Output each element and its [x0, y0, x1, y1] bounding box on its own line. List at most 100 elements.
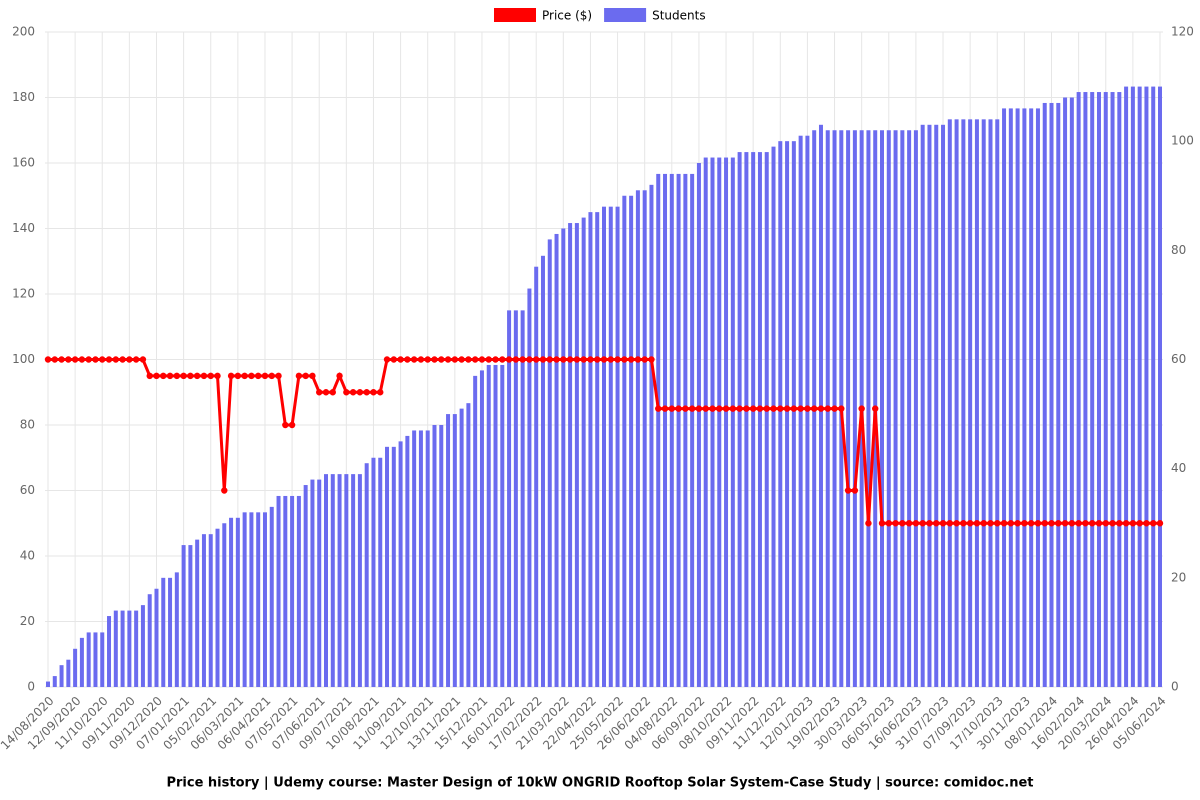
bar [188, 545, 193, 687]
point [438, 356, 445, 363]
bar [242, 512, 247, 687]
bar [59, 665, 64, 687]
point [478, 356, 486, 363]
chart-title: Price history | Udemy course: Master Des… [166, 776, 1033, 791]
point [810, 405, 818, 412]
point [865, 520, 872, 527]
bar [52, 676, 57, 687]
point [648, 356, 655, 363]
bar [398, 441, 403, 687]
point [126, 356, 133, 363]
point [661, 405, 669, 412]
point [627, 356, 635, 363]
bar [493, 364, 498, 687]
point [132, 356, 140, 363]
point [912, 520, 920, 527]
bar [1158, 86, 1162, 688]
point [1068, 520, 1076, 527]
bar [222, 523, 227, 687]
point [105, 356, 113, 363]
point [356, 389, 364, 396]
bar [412, 430, 417, 687]
point [716, 405, 723, 412]
point [526, 356, 533, 363]
bar [269, 506, 274, 687]
point [78, 356, 86, 363]
point [580, 356, 587, 363]
point [939, 520, 947, 527]
point [980, 520, 987, 527]
point [844, 487, 852, 494]
point [241, 372, 248, 380]
point [431, 356, 438, 363]
point [729, 405, 737, 412]
point [1150, 520, 1157, 527]
point [994, 520, 1001, 527]
point [695, 405, 703, 412]
bar [500, 364, 505, 687]
point [987, 520, 994, 527]
point [288, 421, 296, 429]
point [783, 405, 791, 412]
bar [1090, 92, 1095, 687]
bar [134, 610, 139, 687]
point [349, 389, 357, 396]
point [214, 372, 221, 380]
bar [215, 528, 220, 687]
point [1034, 520, 1042, 527]
point [607, 356, 614, 363]
bar [608, 206, 613, 687]
point [112, 356, 120, 363]
legend-label: Students [652, 9, 706, 23]
point [532, 356, 540, 363]
bar [981, 119, 986, 688]
bar [527, 288, 532, 687]
bar [1008, 108, 1013, 687]
bar [425, 430, 430, 687]
bar [229, 517, 234, 687]
bar [473, 375, 478, 687]
point [316, 389, 323, 396]
point [173, 372, 181, 380]
point [207, 372, 214, 380]
point [885, 520, 892, 527]
point [838, 405, 845, 412]
bar [1103, 92, 1108, 687]
bar [174, 572, 179, 687]
point [539, 356, 547, 363]
bar [310, 479, 315, 687]
point [505, 356, 513, 363]
bar [262, 512, 267, 687]
point [1116, 520, 1123, 527]
point [933, 520, 940, 527]
point [390, 356, 398, 363]
point [187, 372, 194, 380]
bar [140, 605, 145, 687]
point [275, 372, 282, 380]
bar [615, 206, 620, 687]
point [878, 520, 886, 527]
point [587, 356, 594, 363]
bar [432, 425, 437, 687]
bar [602, 206, 606, 687]
point [655, 405, 662, 412]
point [58, 356, 65, 363]
bar [737, 152, 742, 688]
bar [913, 130, 918, 687]
point [85, 356, 92, 363]
point [1109, 520, 1116, 527]
point [370, 389, 377, 396]
point [227, 372, 235, 380]
bar [635, 190, 640, 687]
bar [791, 141, 796, 687]
point [722, 405, 730, 412]
bar [446, 414, 451, 687]
legend-swatch [604, 8, 647, 22]
point [377, 389, 384, 396]
y-tick-label: 60 [20, 483, 35, 497]
bar [771, 146, 776, 687]
point [966, 520, 974, 527]
point [492, 356, 499, 363]
bar [107, 616, 112, 687]
point [383, 356, 391, 363]
